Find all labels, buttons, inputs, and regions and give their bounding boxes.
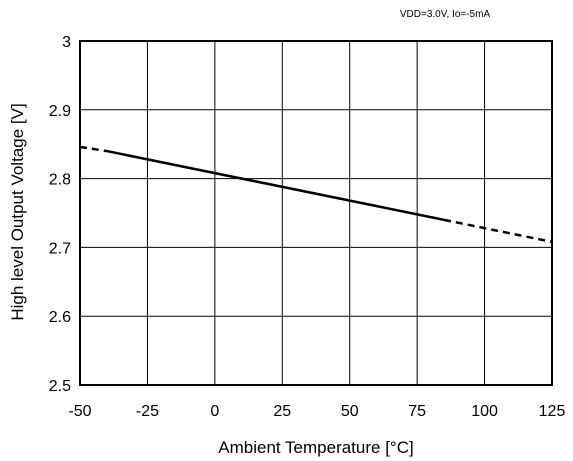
test-condition-note: VDD=3.0V, Io=-5mA [400, 9, 491, 20]
x-tick-label: 100 [471, 403, 498, 420]
x-axis-ticks: -50 -25 0 25 50 75 100 125 [68, 403, 565, 420]
x-tick-label: 50 [341, 403, 359, 420]
y-tick-label: 2.6 [49, 309, 71, 326]
y-tick-label: 2.5 [49, 378, 71, 395]
x-axis-title: Ambient Temperature [°C] [218, 438, 413, 457]
grid-lines [79, 40, 553, 386]
x-tick-label: 0 [210, 403, 219, 420]
y-tick-label: 3 [62, 34, 71, 51]
series-line-dashed [79, 145, 108, 153]
series-group [79, 145, 553, 244]
x-tick-label: -50 [68, 403, 91, 420]
x-tick-label: 25 [273, 403, 291, 420]
y-tick-label: 2.7 [49, 240, 71, 257]
series-line-solid [106, 149, 445, 222]
y-axis-title: High level Output Voltage [V] [8, 103, 27, 320]
y-tick-label: 2.8 [49, 172, 71, 189]
plot-area-frame [79, 40, 553, 386]
x-tick-label: -25 [136, 403, 159, 420]
y-tick-label: 2.9 [49, 103, 71, 120]
x-tick-label: 125 [539, 403, 566, 420]
series-line-dashed [443, 218, 553, 244]
x-tick-label: 75 [408, 403, 426, 420]
y-axis-ticks: 2.5 2.6 2.7 2.8 2.9 3 [49, 34, 71, 395]
